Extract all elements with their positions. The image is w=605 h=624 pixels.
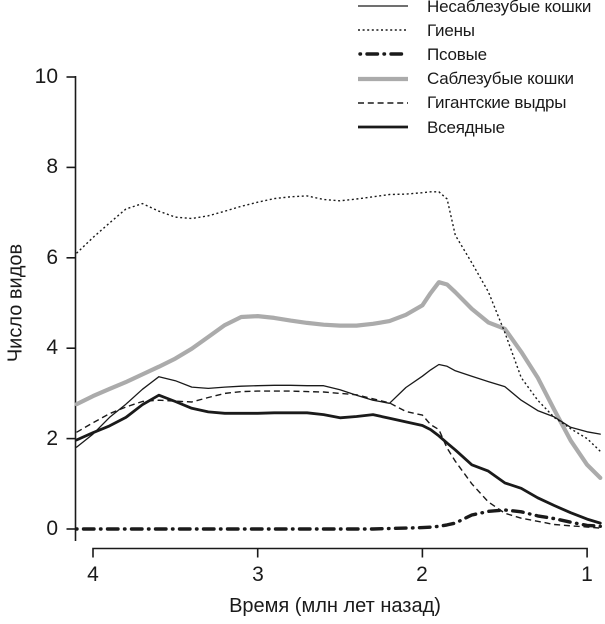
x-tick-label: 1 (581, 563, 593, 586)
legend-item-nonsabertooth-cats: Несаблезубые кошки (358, 0, 591, 18)
series-line-giant-otters (76, 390, 601, 529)
y-tick-label: 0 (46, 517, 58, 540)
y-tick-label: 6 (46, 246, 58, 269)
legend-line-omnivores-icon (358, 125, 408, 129)
y-tick-label: 10 (34, 65, 58, 88)
y-tick-label: 4 (46, 336, 58, 359)
legend-item-label: Гиены (427, 20, 475, 40)
x-tick-label: 4 (87, 563, 99, 586)
x-axis-title: Время (млн лет назад) (229, 595, 441, 617)
axis-line (92, 547, 588, 558)
series-line-omnivores (75, 393, 602, 525)
legend-line-giant-otters-icon (358, 102, 408, 104)
y-tick-label: 8 (46, 155, 58, 178)
legend-line-canids-icon (358, 52, 408, 57)
legend-line-sabertooth-cats-icon (358, 76, 408, 81)
series-line-sabertooth-cats (74, 280, 603, 480)
legend-line-nonsabertooth-cats-icon (358, 5, 408, 7)
series-line-canids (74, 508, 602, 531)
chart-legend: Несаблезубые кошки Гиены Псовые Саблезуб… (358, 0, 591, 139)
legend-item-label: Псовые (427, 44, 487, 64)
legend-item-hyenas: Гиены (358, 18, 591, 42)
series-line-hyenas (76, 191, 601, 452)
legend-item-giant-otters: Гигантские выдры (358, 91, 591, 115)
legend-item-label: Гигантские выдры (427, 93, 567, 113)
legend-item-canids: Псовые (358, 42, 591, 66)
legend-item-label: Саблезубые кошки (427, 69, 574, 89)
legend-line-hyenas-icon (358, 29, 408, 31)
x-tick-label: 2 (416, 563, 428, 586)
x-tick-label: 3 (252, 563, 264, 586)
legend-item-label: Несаблезубые кошки (427, 0, 592, 16)
legend-item-omnivores: Всеядные (358, 115, 591, 139)
y-tick-label: 2 (46, 427, 58, 450)
legend-item-label: Всеядные (427, 117, 505, 137)
series-line-nonsabertooth-cats (75, 363, 601, 448)
legend-item-sabertooth-cats: Саблезубые кошки (358, 67, 591, 91)
